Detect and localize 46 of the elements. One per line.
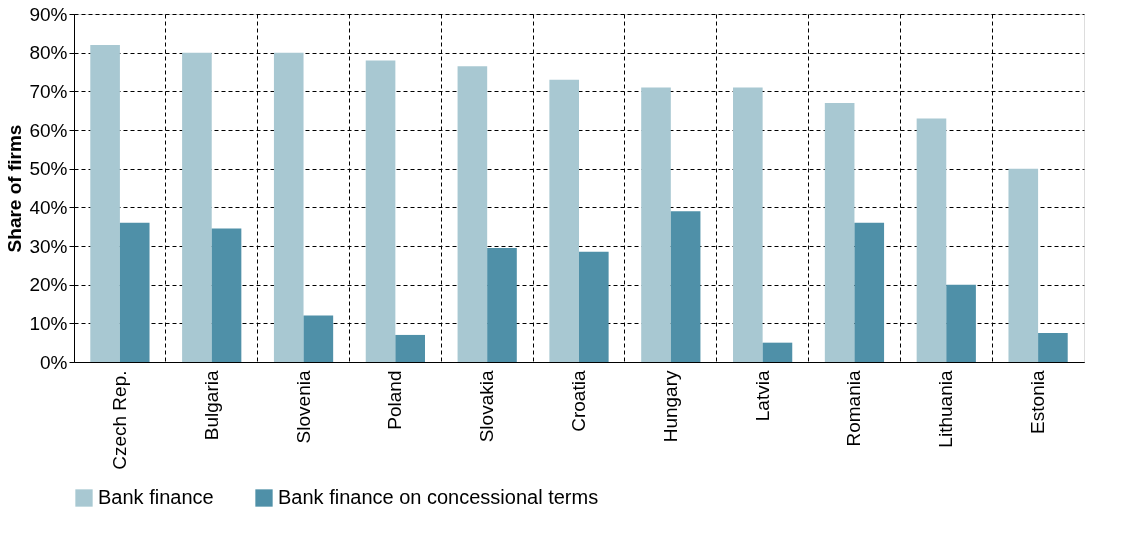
bar bbox=[641, 87, 671, 362]
bar bbox=[365, 60, 396, 362]
bar bbox=[670, 211, 701, 362]
x-tick-label: Romania bbox=[843, 370, 865, 447]
bar bbox=[549, 79, 579, 362]
y-axis-title: Share of firms bbox=[4, 124, 26, 253]
bar bbox=[395, 334, 425, 362]
bar bbox=[273, 52, 304, 362]
y-tick-label: 40% bbox=[29, 196, 68, 218]
bar bbox=[854, 222, 885, 362]
x-tick-label: Lithuania bbox=[935, 370, 957, 448]
y-tick-label: 30% bbox=[29, 235, 68, 257]
bar bbox=[211, 228, 242, 362]
x-tick-label: Poland bbox=[384, 370, 406, 430]
y-tick-label: 20% bbox=[29, 274, 68, 296]
bar bbox=[119, 222, 150, 362]
bar bbox=[1038, 333, 1068, 362]
bar bbox=[733, 87, 763, 362]
x-tick-label: Estonia bbox=[1027, 370, 1049, 434]
bar bbox=[946, 284, 976, 362]
bar bbox=[457, 66, 488, 362]
y-tick-label: 10% bbox=[29, 312, 68, 334]
x-tick-label: Croatia bbox=[568, 370, 589, 432]
x-tick-label: Czech Rep. bbox=[108, 370, 130, 470]
x-tick-label: Latvia bbox=[751, 370, 773, 422]
bar bbox=[487, 247, 517, 362]
bar bbox=[916, 118, 947, 362]
bar bbox=[824, 102, 855, 362]
y-tick-label: 70% bbox=[29, 80, 68, 102]
legend-label: Bank finance on concessional terms bbox=[278, 486, 599, 508]
bar bbox=[90, 44, 120, 362]
legend-label: Bank finance bbox=[98, 486, 214, 508]
bar bbox=[303, 315, 334, 362]
x-tick-label: Slovenia bbox=[292, 370, 314, 444]
y-tick-label: 0% bbox=[40, 351, 68, 373]
x-tick-label: Slovakia bbox=[476, 370, 498, 443]
y-tick-label: 50% bbox=[29, 158, 68, 180]
bar bbox=[182, 52, 212, 362]
x-tick-label: Hungary bbox=[659, 370, 681, 443]
y-tick-label: 60% bbox=[29, 119, 68, 141]
bar bbox=[1008, 168, 1039, 362]
x-tick-label: Bulgaria bbox=[200, 370, 222, 441]
bar bbox=[762, 342, 793, 362]
y-tick-label: 80% bbox=[29, 42, 68, 64]
y-tick-label: 90% bbox=[29, 3, 68, 25]
bar bbox=[579, 251, 609, 362]
